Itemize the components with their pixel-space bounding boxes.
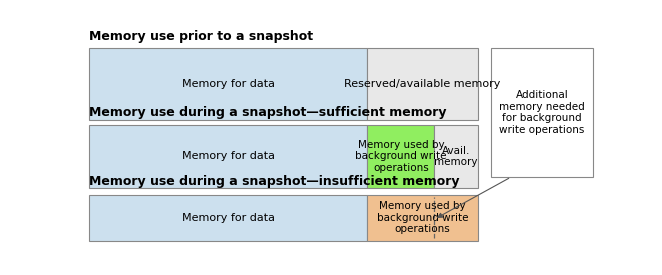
Text: Avail.
memory: Avail. memory <box>434 145 478 167</box>
Text: Additional
memory needed
for background
write operations: Additional memory needed for background … <box>499 90 585 135</box>
Text: Memory for data: Memory for data <box>181 151 275 161</box>
Text: Memory for data: Memory for data <box>181 79 275 89</box>
Bar <box>434 125 478 188</box>
Bar <box>89 125 367 188</box>
Text: Memory use during a snapshot—insufficient memory: Memory use during a snapshot—insufficien… <box>89 175 459 188</box>
Text: Reserved/available memory: Reserved/available memory <box>344 79 501 89</box>
Bar <box>491 48 593 177</box>
Text: Memory use prior to a snapshot: Memory use prior to a snapshot <box>89 29 313 43</box>
Bar <box>89 195 367 241</box>
Bar <box>367 125 434 188</box>
Text: Memory used by
background write
operations: Memory used by background write operatio… <box>355 140 447 173</box>
Bar <box>367 48 478 120</box>
Text: Memory used by
background write
operations: Memory used by background write operatio… <box>377 201 469 234</box>
Text: Memory for data: Memory for data <box>181 213 275 223</box>
Text: Memory use during a snapshot—sufficient memory: Memory use during a snapshot—sufficient … <box>89 106 446 119</box>
Bar <box>89 48 367 120</box>
Bar <box>367 195 478 241</box>
